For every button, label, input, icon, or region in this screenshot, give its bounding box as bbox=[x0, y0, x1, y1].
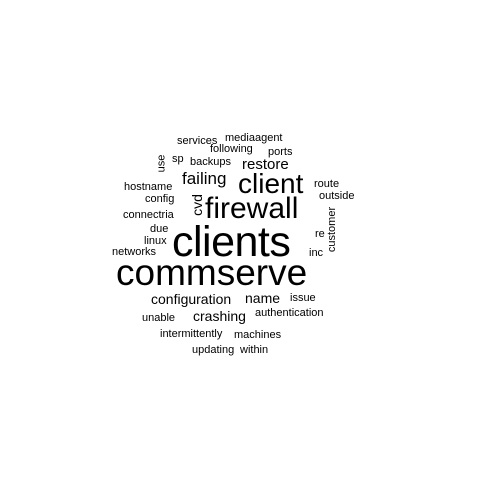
word-authentication: authentication bbox=[255, 307, 324, 319]
word-name: name bbox=[245, 290, 281, 306]
word-issue: issue bbox=[290, 292, 316, 304]
word-intermittently: intermittently bbox=[160, 328, 223, 340]
word-firewall: firewall bbox=[205, 192, 299, 225]
word-backups: backups bbox=[190, 156, 231, 168]
word-clients: clients bbox=[172, 218, 291, 266]
word-following: following bbox=[210, 143, 253, 155]
word-outside: outside bbox=[319, 190, 355, 202]
word-configuration: configuration bbox=[151, 291, 232, 307]
word-linux: linux bbox=[144, 235, 167, 247]
word-within: within bbox=[240, 344, 269, 356]
word-connectria: connectria bbox=[123, 209, 174, 221]
word-mediaagent: mediaagent bbox=[225, 132, 283, 144]
word-failing: failing bbox=[182, 169, 227, 188]
word-sp: sp bbox=[172, 153, 184, 165]
word-commserve: commserve bbox=[116, 252, 308, 293]
word-restore: restore bbox=[242, 156, 289, 173]
word-customer: customer bbox=[326, 206, 339, 253]
word-updating: updating bbox=[192, 344, 235, 356]
word-unable: unable bbox=[142, 312, 176, 324]
word-machines: machines bbox=[234, 329, 282, 341]
word-client: client bbox=[238, 168, 304, 199]
word-crashing: crashing bbox=[193, 308, 246, 324]
word-route: route bbox=[314, 178, 340, 190]
word-services: services bbox=[177, 135, 218, 147]
word-cvd: cvd bbox=[188, 194, 205, 216]
word-use: use bbox=[155, 154, 168, 173]
word-due: due bbox=[150, 223, 169, 235]
word-inc: inc bbox=[309, 247, 324, 259]
word-hostname: hostname bbox=[124, 181, 173, 193]
word-re: re bbox=[315, 228, 325, 240]
word-ports: ports bbox=[268, 146, 293, 158]
word-config: config bbox=[145, 193, 175, 205]
word-networks: networks bbox=[112, 246, 157, 258]
